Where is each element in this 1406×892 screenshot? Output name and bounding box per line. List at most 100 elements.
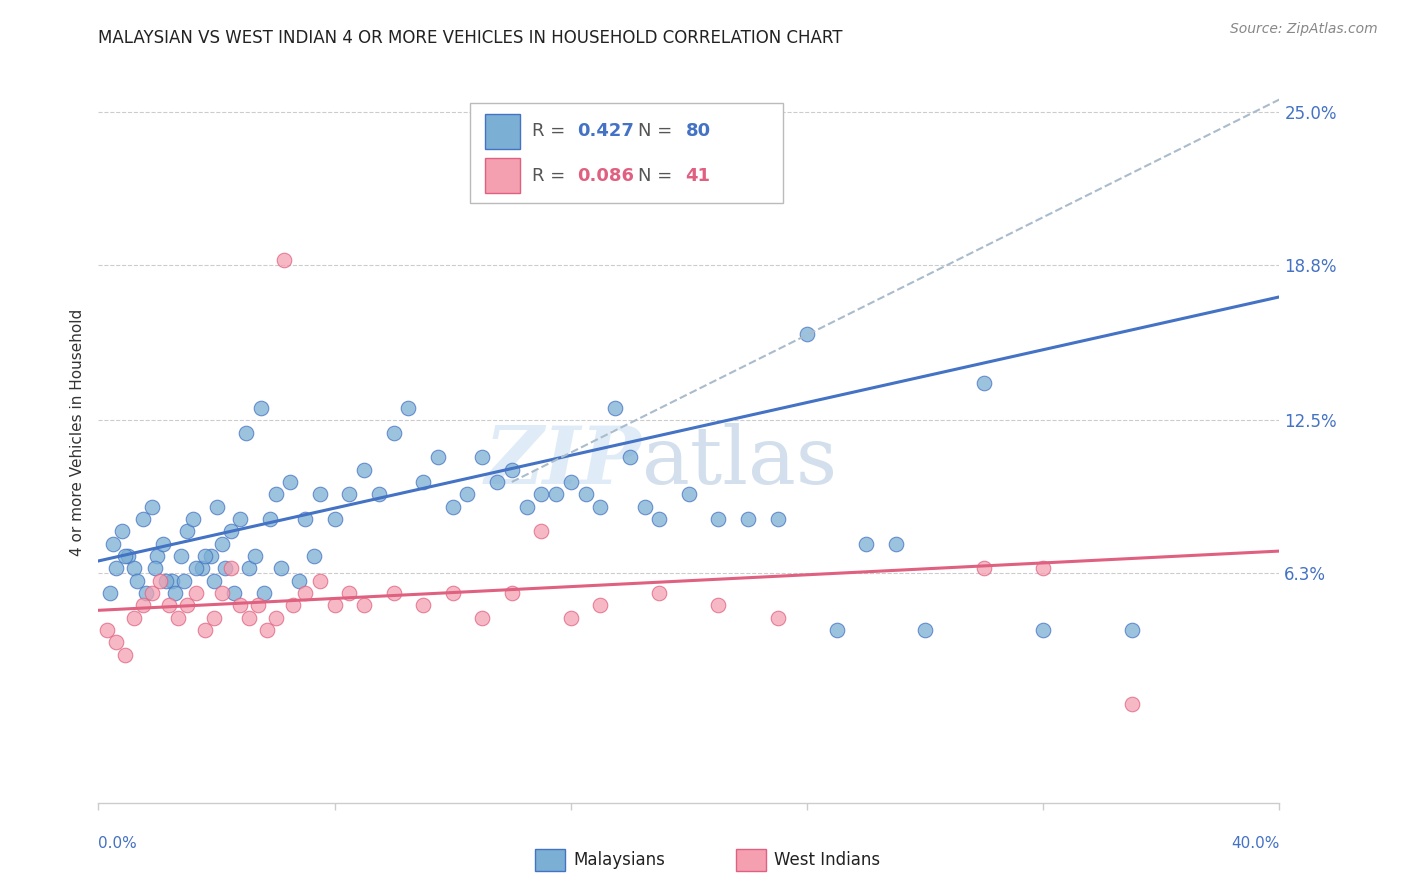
Point <box>202 574 225 588</box>
Point <box>146 549 169 563</box>
Point <box>323 512 346 526</box>
Text: MALAYSIAN VS WEST INDIAN 4 OR MORE VEHICLES IN HOUSEHOLD CORRELATION CHART: MALAYSIAN VS WEST INDIAN 4 OR MORE VEHIC… <box>98 29 844 47</box>
Point <box>111 524 134 539</box>
Point <box>253 586 276 600</box>
Point <box>516 500 538 514</box>
Point <box>530 524 553 539</box>
Point <box>238 561 260 575</box>
Point <box>457 487 479 501</box>
Bar <box>485 158 520 194</box>
Point <box>973 561 995 575</box>
Point <box>634 500 657 514</box>
Point <box>103 536 125 550</box>
Point <box>256 623 278 637</box>
Point <box>184 586 207 600</box>
Point <box>105 561 128 575</box>
Point <box>132 512 155 526</box>
Point <box>471 610 494 624</box>
Point <box>501 586 523 600</box>
Point <box>155 574 177 588</box>
Point <box>157 599 180 613</box>
Point <box>914 623 936 637</box>
Point <box>707 512 730 526</box>
Text: Malaysians: Malaysians <box>574 851 665 869</box>
Point <box>575 487 598 501</box>
Point <box>264 610 287 624</box>
Point <box>1121 623 1143 637</box>
Point <box>353 462 375 476</box>
Point <box>678 487 700 501</box>
Point <box>221 524 243 539</box>
Point <box>235 425 257 440</box>
Point <box>162 574 183 588</box>
Point <box>194 623 217 637</box>
Point <box>211 536 233 550</box>
Point <box>1121 697 1143 711</box>
Text: 41: 41 <box>685 167 710 185</box>
Point <box>98 586 121 600</box>
Text: 0.086: 0.086 <box>576 167 634 185</box>
Point <box>884 536 907 550</box>
Point <box>229 599 252 613</box>
Point <box>250 401 273 415</box>
Point <box>619 450 641 465</box>
Point <box>200 549 222 563</box>
Point <box>339 487 361 501</box>
Text: 80: 80 <box>685 122 710 140</box>
Point <box>176 599 198 613</box>
Point <box>167 610 190 624</box>
Point <box>766 610 789 624</box>
Point <box>560 475 582 489</box>
Bar <box>536 848 565 871</box>
Point <box>412 599 434 613</box>
Text: 0.427: 0.427 <box>576 122 634 140</box>
Point <box>105 635 128 649</box>
Text: R =: R = <box>531 167 571 185</box>
Point <box>224 586 246 600</box>
Point <box>270 561 292 575</box>
Point <box>648 586 671 600</box>
Point <box>191 561 214 575</box>
Text: ZIP: ZIP <box>485 424 641 501</box>
Point <box>132 599 155 613</box>
Point <box>323 599 346 613</box>
Point <box>96 623 118 637</box>
Point <box>766 512 789 526</box>
Point <box>122 561 145 575</box>
Point <box>427 450 450 465</box>
Point <box>238 610 260 624</box>
Point <box>973 376 995 391</box>
Text: N =: N = <box>638 167 678 185</box>
Point <box>122 610 145 624</box>
Point <box>294 512 316 526</box>
Point <box>143 561 166 575</box>
Point <box>796 326 818 341</box>
Point <box>149 574 172 588</box>
Point <box>211 586 233 600</box>
Text: N =: N = <box>638 122 678 140</box>
Point <box>530 487 553 501</box>
Point <box>173 574 195 588</box>
Point <box>117 549 139 563</box>
Point <box>302 549 325 563</box>
Point <box>264 487 287 501</box>
Point <box>382 586 405 600</box>
Text: 40.0%: 40.0% <box>1232 836 1279 851</box>
Point <box>114 648 136 662</box>
Point <box>441 586 464 600</box>
Point <box>229 512 252 526</box>
Point <box>243 549 266 563</box>
Point <box>181 512 204 526</box>
Point <box>855 536 877 550</box>
Point <box>648 512 671 526</box>
Point <box>398 401 420 415</box>
Point <box>825 623 848 637</box>
Point <box>309 487 332 501</box>
Point <box>589 599 612 613</box>
Point <box>382 425 405 440</box>
Point <box>737 512 759 526</box>
Text: atlas: atlas <box>641 423 837 501</box>
Point <box>546 487 568 501</box>
Point <box>368 487 391 501</box>
Point <box>184 561 207 575</box>
